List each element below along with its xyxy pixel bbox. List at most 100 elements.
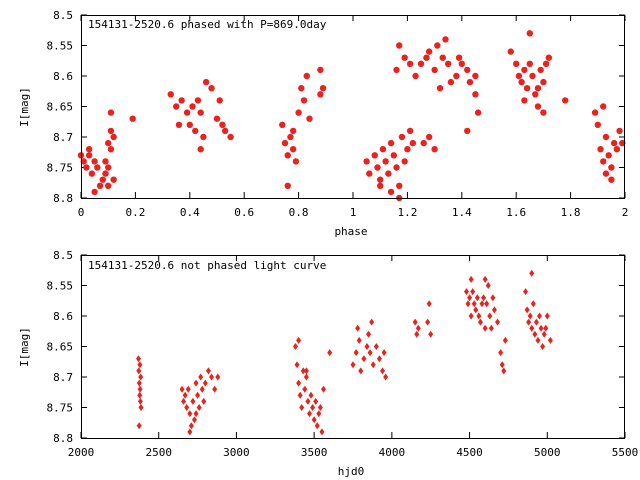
data-point bbox=[319, 428, 325, 436]
data-point bbox=[181, 397, 187, 405]
data-point bbox=[292, 158, 300, 165]
data-point bbox=[537, 66, 544, 74]
data-point bbox=[374, 164, 381, 171]
data-point bbox=[96, 182, 104, 189]
data-point bbox=[303, 373, 309, 381]
data-point bbox=[190, 397, 196, 405]
data-point bbox=[602, 133, 610, 141]
data-point bbox=[364, 343, 370, 350]
data-point bbox=[487, 312, 493, 320]
data-point bbox=[183, 109, 191, 116]
y-tick-label: 8.75 bbox=[47, 402, 74, 415]
data-point bbox=[401, 158, 408, 165]
x-tick-label: 5500 bbox=[612, 446, 639, 459]
data-point bbox=[543, 324, 549, 332]
data-point bbox=[208, 85, 215, 92]
data-point bbox=[279, 121, 286, 128]
data-point bbox=[355, 324, 361, 332]
data-point bbox=[302, 385, 308, 393]
data-point bbox=[529, 72, 536, 80]
data-point bbox=[594, 121, 601, 128]
data-point bbox=[105, 182, 112, 189]
data-point bbox=[544, 312, 550, 320]
data-point bbox=[107, 109, 115, 116]
data-point bbox=[591, 109, 599, 116]
data-point bbox=[369, 318, 375, 326]
data-point bbox=[455, 54, 463, 61]
phased-light-curve-chart: 154131-2520.6 phased with P=869.0day pha… bbox=[18, 9, 628, 238]
data-point bbox=[358, 367, 364, 375]
data-point bbox=[602, 170, 610, 177]
data-point bbox=[197, 109, 204, 116]
x-tick-label: 2000 bbox=[68, 446, 95, 459]
data-point bbox=[529, 324, 535, 332]
data-point bbox=[297, 391, 303, 399]
data-point bbox=[105, 164, 112, 171]
data-point bbox=[434, 42, 441, 49]
data-point bbox=[534, 85, 542, 92]
data-point bbox=[619, 139, 626, 147]
data-point bbox=[538, 324, 544, 332]
data-point bbox=[300, 367, 306, 375]
data-point bbox=[501, 367, 507, 375]
data-point bbox=[545, 54, 553, 61]
data-point bbox=[445, 60, 452, 67]
y-tick-label: 8.7 bbox=[53, 131, 73, 144]
data-point bbox=[185, 385, 191, 393]
data-point bbox=[173, 103, 180, 110]
y-tick-label: 8.75 bbox=[47, 162, 74, 175]
x-tick-label: 2500 bbox=[145, 446, 172, 459]
data-point bbox=[88, 170, 96, 177]
data-point bbox=[542, 60, 550, 67]
data-point bbox=[477, 318, 483, 326]
data-point bbox=[472, 91, 479, 98]
data-point bbox=[94, 164, 101, 171]
data-point bbox=[107, 146, 115, 153]
data-point bbox=[390, 152, 397, 159]
data-point bbox=[488, 324, 494, 332]
phased-chart-frame bbox=[81, 15, 625, 199]
data-point bbox=[530, 300, 536, 308]
data-point bbox=[313, 397, 319, 405]
data-point bbox=[138, 373, 144, 381]
unphased-chart-title: 154131-2520.6 not phased light curve bbox=[88, 259, 326, 272]
data-point bbox=[366, 170, 373, 177]
data-point bbox=[138, 404, 144, 411]
data-point bbox=[387, 139, 395, 147]
data-point bbox=[212, 385, 218, 393]
y-tick-label: 8.55 bbox=[47, 40, 74, 53]
data-point bbox=[91, 158, 98, 165]
data-point bbox=[197, 146, 204, 153]
data-point bbox=[317, 66, 324, 74]
data-point bbox=[316, 410, 322, 418]
data-point bbox=[167, 91, 174, 98]
data-point bbox=[178, 97, 185, 104]
data-point bbox=[136, 355, 142, 363]
data-point bbox=[529, 269, 535, 277]
data-point bbox=[353, 349, 359, 357]
x-tick-label: 5000 bbox=[534, 446, 561, 459]
data-point bbox=[439, 54, 446, 61]
data-point bbox=[540, 109, 547, 116]
data-point bbox=[468, 312, 474, 320]
data-point bbox=[373, 343, 379, 350]
data-point bbox=[371, 152, 378, 159]
data-point bbox=[381, 349, 387, 357]
data-point bbox=[428, 330, 434, 338]
x-tick-label: 1.6 bbox=[506, 206, 526, 219]
x-tick-label: 2 bbox=[622, 206, 629, 219]
data-point bbox=[379, 146, 387, 153]
data-point bbox=[187, 428, 193, 436]
data-point bbox=[600, 103, 607, 110]
y-tick-label: 8.7 bbox=[53, 371, 73, 384]
data-point bbox=[296, 336, 302, 344]
data-point bbox=[110, 176, 117, 183]
data-point bbox=[85, 152, 93, 159]
data-point bbox=[425, 318, 431, 326]
data-point bbox=[412, 318, 418, 326]
data-point bbox=[175, 121, 183, 128]
x-tick-label: 3000 bbox=[223, 446, 250, 459]
data-point bbox=[199, 385, 205, 393]
unphased-chart-points bbox=[136, 269, 553, 436]
data-point bbox=[289, 146, 297, 153]
